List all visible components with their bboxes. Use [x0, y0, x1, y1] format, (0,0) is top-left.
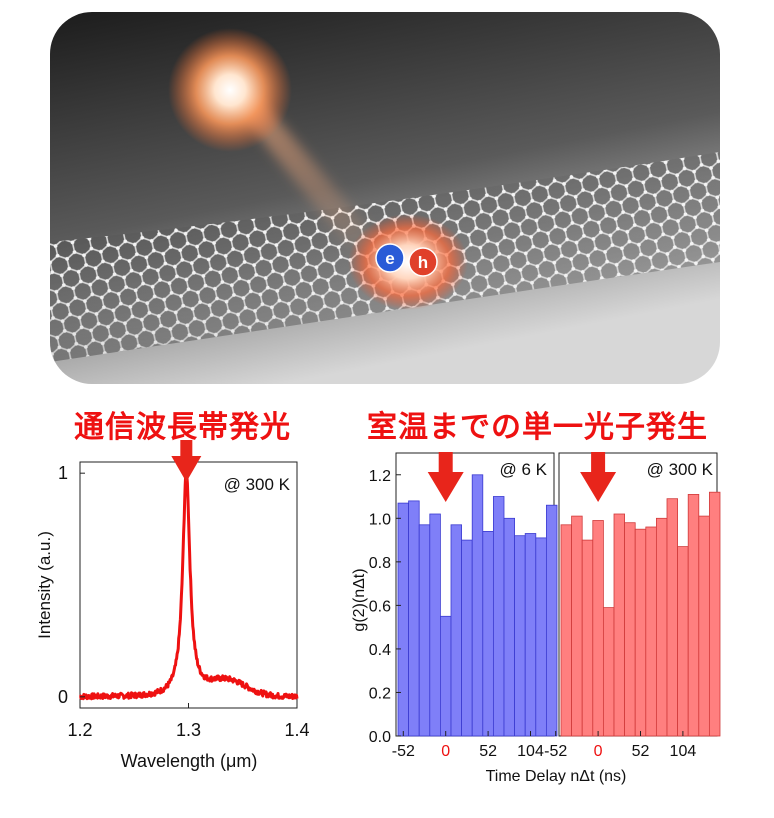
spectrum-series-line [79, 468, 299, 701]
spectrum-peak-arrow [171, 440, 202, 482]
g2-bar-300k [698, 515, 710, 737]
spectrum-chart: 1.2 1.3 1.4 0 1 @ 300 K Wavelength (μm) Int… [35, 440, 310, 771]
g2-bar-300k [581, 539, 594, 737]
g2-y-tick-label: 0.2 [369, 685, 391, 702]
g2-bar-300k [677, 546, 689, 737]
spectrum-x-tick-label: 1.3 [176, 720, 201, 740]
exciton-glow [348, 214, 468, 310]
g2-bar-300k [645, 526, 657, 737]
photon-glow [168, 28, 292, 152]
g2-bar-6k [418, 524, 431, 737]
nanotube-illustration: e h [50, 12, 720, 384]
g2-x-tick-label: 52 [632, 743, 650, 760]
g2-zero-delay-arrow [427, 452, 464, 502]
g2-x-tick-label: 104 [517, 743, 544, 760]
spectrum-y-axis-label: Intensity (a.u.) [35, 531, 54, 639]
spectrum-x-tick-label: 1.4 [284, 720, 309, 740]
g2-bar-6k [492, 496, 505, 737]
g2-bar-6k [482, 531, 494, 737]
g2-bar-300k [592, 520, 604, 737]
electron: e [375, 243, 405, 273]
g2-bar-6k [514, 535, 526, 737]
g2-y-tick-label: 0.8 [369, 555, 391, 572]
svg-text:e: e [385, 249, 394, 268]
g2-bar-6k [408, 500, 420, 737]
g2-y-tick-label: 0.6 [369, 598, 391, 615]
g2-bar-6k [471, 474, 484, 737]
g2-bar-300k [613, 513, 626, 737]
g2-panel-300k-annotation: @ 300 K [647, 460, 714, 479]
g2-x-tick-label: 104 [670, 743, 697, 760]
g2-x-tick-label: 0 [594, 743, 603, 760]
g2-bar-6k [461, 539, 473, 737]
g2-bar-300k [666, 498, 679, 737]
g2-y-axis-label: g(2)(nΔt) [351, 568, 368, 631]
spectrum-annotation: @ 300 K [224, 475, 291, 494]
g2-bar-6k [429, 513, 441, 737]
heading-telecom-emission: 通信波長帯発光 [74, 410, 291, 445]
g2-x-tick-label: 0 [441, 743, 450, 760]
g2-bar-6k [545, 504, 558, 737]
g2-zero-delay-arrow [580, 452, 617, 502]
g2-x-tick-label: -52 [392, 743, 415, 760]
spectrum-x-tick-label: 1.2 [67, 720, 92, 740]
g2-bar-300k [560, 524, 573, 737]
spectrum-x-axis-label: Wavelength (μm) [121, 751, 258, 771]
g2-y-tick-label: 0.0 [369, 729, 391, 746]
heading-single-photon: 室温までの単一光子発生 [367, 410, 708, 445]
g2-y-tick-label: 0.4 [369, 642, 391, 659]
g2-bar-300k [602, 607, 615, 737]
g2-bar-6k [503, 517, 516, 737]
svg-text:h: h [418, 253, 428, 272]
g2-bar-6k [440, 615, 452, 737]
g2-bar-6k [397, 502, 410, 737]
spectrum-y-tick-label: 1 [58, 463, 68, 483]
g2-panel-6k-annotation: @ 6 K [500, 460, 548, 479]
g2-x-tick-label: -52 [544, 743, 567, 760]
g2-bar-6k [535, 537, 547, 737]
g2-bar-300k [708, 491, 721, 737]
g2-x-tick-label: 52 [479, 743, 497, 760]
g2-bar-300k [624, 522, 636, 737]
g2-bar-6k [524, 533, 537, 737]
g2-bar-6k [450, 524, 463, 737]
g2-bar-300k [655, 517, 668, 737]
g2-chart: 0.00.20.40.60.81.01.2 -52 0 52 104 -52 0 52 104… [351, 452, 721, 785]
g2-y-tick-label: 1.2 [369, 468, 391, 485]
spectrum-y-tick-label: 0 [58, 687, 68, 707]
g2-x-axis-label: Time Delay nΔt (ns) [486, 768, 627, 785]
g2-bar-300k [634, 528, 647, 737]
g2-bar-300k [687, 494, 700, 737]
g2-y-tick-label: 1.0 [369, 511, 391, 528]
g2-bar-300k [571, 515, 583, 737]
hole: h [408, 247, 438, 277]
